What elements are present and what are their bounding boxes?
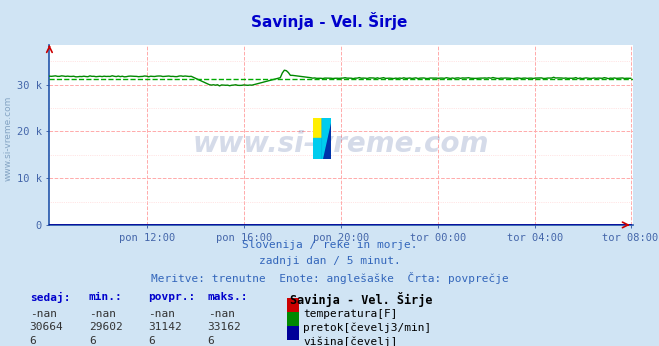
Text: 6: 6 xyxy=(30,336,36,346)
Text: višina[čevelj]: višina[čevelj] xyxy=(303,336,397,346)
Text: 6: 6 xyxy=(89,336,96,346)
Text: Savinja - Vel. Širje: Savinja - Vel. Širje xyxy=(290,292,432,307)
Text: 29602: 29602 xyxy=(89,322,123,333)
Polygon shape xyxy=(322,118,331,159)
Text: Meritve: trenutne  Enote: anglešaške  Črta: povprečje: Meritve: trenutne Enote: anglešaške Črta… xyxy=(151,272,508,284)
Text: povpr.:: povpr.: xyxy=(148,292,196,302)
Text: Slovenija / reke in morje.: Slovenija / reke in morje. xyxy=(242,240,417,251)
Text: www.si-vreme.com: www.si-vreme.com xyxy=(3,96,13,181)
Bar xyxy=(313,138,322,159)
Text: 6: 6 xyxy=(208,336,214,346)
Text: www.si-vreme.com: www.si-vreme.com xyxy=(193,130,489,158)
Text: sedaj:: sedaj: xyxy=(30,292,70,303)
Text: -nan: -nan xyxy=(208,309,235,319)
Text: zadnji dan / 5 minut.: zadnji dan / 5 minut. xyxy=(258,256,401,266)
Polygon shape xyxy=(322,118,331,159)
Text: min.:: min.: xyxy=(89,292,123,302)
Text: 31142: 31142 xyxy=(148,322,182,333)
Text: -nan: -nan xyxy=(30,309,57,319)
Bar xyxy=(313,118,322,138)
Text: -nan: -nan xyxy=(148,309,175,319)
Text: Savinja - Vel. Širje: Savinja - Vel. Širje xyxy=(251,12,408,30)
Text: temperatura[F]: temperatura[F] xyxy=(303,309,397,319)
Text: maks.:: maks.: xyxy=(208,292,248,302)
Text: 30664: 30664 xyxy=(30,322,63,333)
Text: -nan: -nan xyxy=(89,309,116,319)
Text: 33162: 33162 xyxy=(208,322,241,333)
Text: pretok[čevelj3/min]: pretok[čevelj3/min] xyxy=(303,322,432,333)
Text: 6: 6 xyxy=(148,336,155,346)
